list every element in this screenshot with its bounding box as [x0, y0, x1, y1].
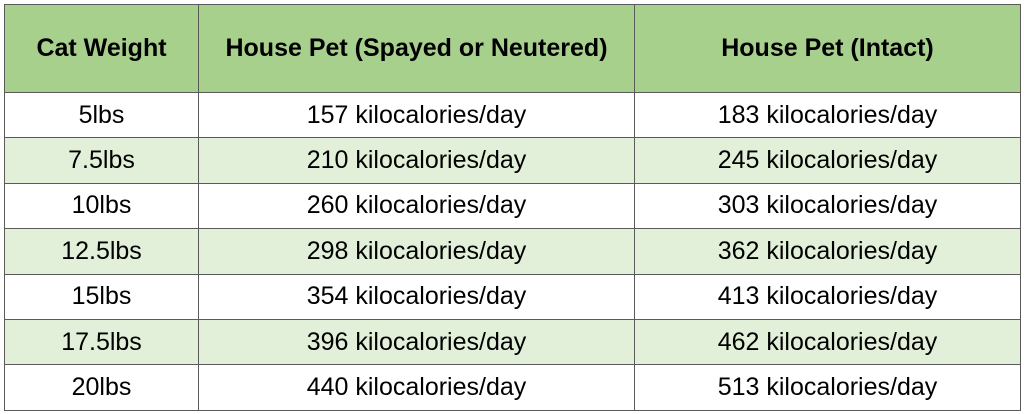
table-row: 17.5lbs 396 kilocalories/day 462 kilocal… — [4, 318, 1021, 366]
cell-intact: 413 kilocalories/day — [634, 273, 1021, 320]
cell-cat-weight: 12.5lbs — [4, 228, 199, 275]
header-spayed-neutered: House Pet (Spayed or Neutered) — [198, 4, 635, 93]
cell-intact: 303 kilocalories/day — [634, 182, 1021, 230]
cat-calorie-table: Cat Weight House Pet (Spayed or Neutered… — [4, 4, 1021, 411]
table-row: 5lbs 157 kilocalories/day 183 kilocalori… — [4, 91, 1021, 139]
cell-cat-weight: 5lbs — [4, 91, 199, 139]
table-body: 5lbs 157 kilocalories/day 183 kilocalori… — [4, 91, 1021, 411]
cell-intact: 513 kilocalories/day — [634, 364, 1021, 411]
cell-spayed-neutered: 354 kilocalories/day — [198, 273, 635, 320]
cell-cat-weight: 10lbs — [4, 182, 199, 230]
table-row: 7.5lbs 210 kilocalories/day 245 kilocalo… — [4, 137, 1021, 184]
cell-intact: 183 kilocalories/day — [634, 91, 1021, 139]
table-row: 20lbs 440 kilocalories/day 513 kilocalor… — [4, 364, 1021, 411]
table-row: 10lbs 260 kilocalories/day 303 kilocalor… — [4, 182, 1021, 230]
header-intact: House Pet (Intact) — [634, 4, 1021, 93]
calorie-table-container: Cat Weight House Pet (Spayed or Neutered… — [4, 4, 1021, 411]
cell-intact: 462 kilocalories/day — [634, 318, 1021, 366]
cell-cat-weight: 7.5lbs — [4, 137, 199, 184]
cell-intact: 362 kilocalories/day — [634, 228, 1021, 275]
cell-spayed-neutered: 260 kilocalories/day — [198, 182, 635, 230]
header-cat-weight: Cat Weight — [4, 4, 199, 93]
table-row: 15lbs 354 kilocalories/day 413 kilocalor… — [4, 273, 1021, 320]
cell-intact: 245 kilocalories/day — [634, 137, 1021, 184]
cell-cat-weight: 20lbs — [4, 364, 199, 411]
cell-spayed-neutered: 298 kilocalories/day — [198, 228, 635, 275]
table-header: Cat Weight House Pet (Spayed or Neutered… — [4, 4, 1021, 93]
header-row: Cat Weight House Pet (Spayed or Neutered… — [4, 4, 1021, 93]
cell-cat-weight: 17.5lbs — [4, 318, 199, 366]
table-row: 12.5lbs 298 kilocalories/day 362 kilocal… — [4, 228, 1021, 275]
cell-spayed-neutered: 396 kilocalories/day — [198, 318, 635, 366]
cell-spayed-neutered: 157 kilocalories/day — [198, 91, 635, 139]
cell-cat-weight: 15lbs — [4, 273, 199, 320]
cell-spayed-neutered: 440 kilocalories/day — [198, 364, 635, 411]
cell-spayed-neutered: 210 kilocalories/day — [198, 137, 635, 184]
